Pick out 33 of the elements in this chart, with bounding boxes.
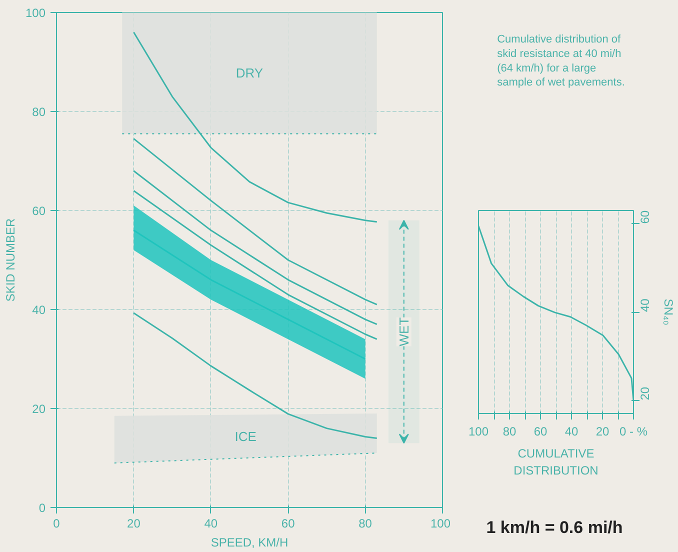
x-tick-label: 40	[564, 424, 578, 438]
text: Cumulative distribution of skid resistance at 40 mi/h (64 km/h) for a large sample of wet pavements.	[497, 34, 625, 89]
x-tick-label: 20	[596, 424, 610, 438]
x-tick-label: 60	[534, 424, 548, 438]
text: 1 km/h = 0.6 mi/h	[486, 518, 623, 537]
annotation: ICE	[234, 428, 257, 444]
x-tick-label: 100	[430, 516, 451, 530]
y-tick-label: 40	[32, 303, 46, 317]
y-tick-label: 80	[32, 105, 46, 119]
y-tick-label: 60	[32, 204, 46, 218]
line-series	[132, 190, 378, 340]
y-tick-label: 20	[32, 402, 46, 416]
y-tick-label: 60	[638, 210, 652, 224]
y-tick-label: 100	[25, 6, 46, 20]
line-series	[132, 138, 378, 306]
annotation: DRY	[236, 66, 264, 81]
y-tick-label: 40	[638, 298, 652, 312]
band-label: WET	[396, 317, 412, 346]
x-tick-label: 100	[468, 424, 489, 438]
line-series	[132, 170, 378, 326]
y-axis-title: SN₄₀	[662, 298, 676, 326]
y-axis-title: SKID NUMBER	[3, 218, 18, 302]
x-tick-label: 0	[53, 516, 60, 530]
x-tick-label: 80	[358, 516, 372, 530]
x-tick-label: 80	[502, 424, 516, 438]
y-tick-label: 0	[38, 501, 46, 515]
x-axis-title: SPEED, KM/H	[210, 536, 288, 550]
x-tick-label: 40	[204, 516, 218, 530]
x-tick-label: 60	[281, 516, 296, 530]
x-axis-title: CUMULATIVE DISTRIBUTION	[514, 446, 598, 478]
y-tick-label: 20	[638, 386, 652, 400]
x-tick-label: 20	[127, 516, 141, 530]
x-tick-label: 0 - %	[619, 424, 648, 438]
